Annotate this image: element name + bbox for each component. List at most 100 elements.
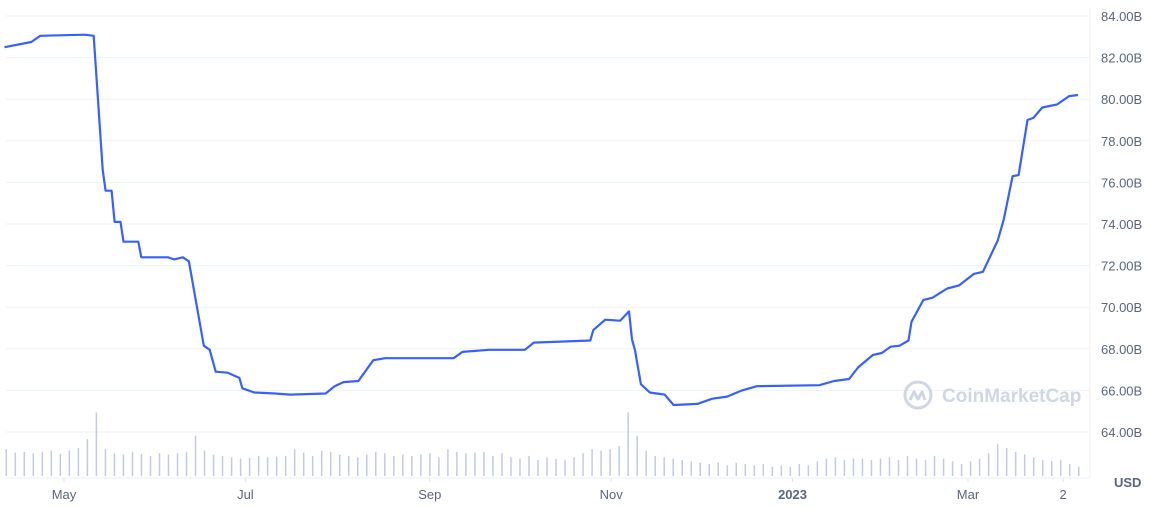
volume-bar <box>257 455 260 476</box>
volume-bar <box>1014 451 1017 476</box>
volume-bar <box>104 449 107 476</box>
volume-bar <box>185 451 188 476</box>
volume-bar <box>879 458 882 476</box>
y-tick-label: 82.00B <box>1101 51 1142 66</box>
volume-bar <box>320 450 323 476</box>
volume-bar <box>230 457 233 476</box>
x-axis: May Jul Sep Nov 2023 Mar 2 <box>52 478 1067 502</box>
volume-bar <box>537 459 539 476</box>
volume-bar <box>384 453 386 476</box>
volume-bar <box>68 450 71 476</box>
volume-bar <box>293 449 296 476</box>
volume-bar <box>113 453 116 476</box>
volume-bar <box>852 458 855 476</box>
volume-bar <box>708 463 710 476</box>
volume-bar <box>167 454 170 476</box>
volume-bar <box>870 459 873 476</box>
volume-bar <box>50 450 53 476</box>
volume-bar <box>987 453 990 476</box>
volume-bar <box>933 455 936 476</box>
volume-bar <box>86 439 89 476</box>
watermark-text: CoinMarketCap <box>942 386 1081 407</box>
volume-bar <box>275 456 278 476</box>
volume-bar <box>131 451 134 476</box>
y-tick-label: 68.00B <box>1101 342 1142 357</box>
volume-bar <box>357 457 359 476</box>
volume-bar <box>1050 461 1053 476</box>
y-tick-label: 78.00B <box>1101 134 1142 149</box>
volume-bar <box>519 458 521 476</box>
volume-bar <box>1041 459 1044 476</box>
volume-bar <box>843 459 846 476</box>
volume-bar <box>969 461 972 476</box>
volume-bar <box>194 435 197 476</box>
volume-bar <box>636 435 638 476</box>
gridlines <box>6 8 1091 479</box>
volume-bar <box>816 461 819 476</box>
watermark: CoinMarketCap <box>903 380 1081 410</box>
x-tick-label: 2 <box>1060 487 1067 502</box>
volume-bar <box>95 412 98 476</box>
volume-bar <box>402 454 404 476</box>
volume-bar <box>122 454 125 476</box>
y-tick-label: 84.00B <box>1101 9 1142 24</box>
volume-bar <box>393 455 395 476</box>
x-tick-label: Sep <box>418 487 441 502</box>
volume-bar <box>744 463 747 476</box>
volume-bar <box>726 465 729 476</box>
volume-bar <box>501 453 503 476</box>
volume-bar <box>77 447 80 476</box>
volume-bar <box>573 457 575 476</box>
volume-bar <box>654 455 656 476</box>
volume-bar <box>1032 457 1035 476</box>
volume-bar <box>717 462 720 476</box>
y-tick-label: 72.00B <box>1101 259 1142 274</box>
coinmarketcap-logo-icon <box>903 380 933 410</box>
volume-bar <box>429 453 431 476</box>
volume-bar <box>672 458 674 476</box>
coinmarketcap-logo-mark <box>908 390 927 401</box>
x-tick-label: Jul <box>237 487 254 502</box>
volume-bar <box>266 457 269 476</box>
market-cap-line <box>4 33 1079 407</box>
volume-bar <box>366 454 368 476</box>
volume-bar <box>528 455 530 476</box>
volume-bar <box>798 463 801 476</box>
volume-bar <box>32 453 35 476</box>
volume-bar <box>942 458 945 476</box>
volume-bar <box>158 453 161 476</box>
volume-bar <box>474 452 476 476</box>
volume-bar <box>951 461 954 476</box>
volume-bar <box>510 457 512 476</box>
volume-bar <box>59 453 62 476</box>
y-axis: 84.00B 82.00B 80.00B 78.00B 76.00B 74.00B 72.0… <box>1101 9 1142 440</box>
y-tick-label: 66.00B <box>1101 383 1142 398</box>
volume-bar <box>960 463 963 476</box>
volume-bar <box>690 461 692 476</box>
x-tick-label: Nov <box>600 487 624 502</box>
volume-bar <box>239 458 242 476</box>
volume-bar <box>906 455 909 476</box>
volume-bar <box>14 452 17 476</box>
volume-bar <box>411 455 413 476</box>
volume-bar <box>996 443 999 476</box>
volume-bar <box>699 462 701 476</box>
volume-bar <box>915 458 918 476</box>
y-tick-label: 64.00B <box>1101 425 1142 440</box>
volume-bar <box>1068 463 1071 476</box>
volume-bar <box>645 450 647 476</box>
volume-bar <box>978 458 981 476</box>
volume-bar <box>347 455 350 476</box>
volume-bar <box>1059 459 1062 476</box>
volume-bar <box>5 449 8 476</box>
volume-bar <box>311 455 314 476</box>
volume-bars <box>5 412 1080 476</box>
volume-bar <box>627 412 629 476</box>
volume-bar <box>924 459 927 476</box>
volume-bar <box>555 458 557 476</box>
volume-bar <box>492 455 494 476</box>
volume-bar <box>302 452 305 476</box>
volume-bar <box>789 466 792 476</box>
volume-bar <box>888 457 891 476</box>
volume-bar <box>338 454 341 476</box>
